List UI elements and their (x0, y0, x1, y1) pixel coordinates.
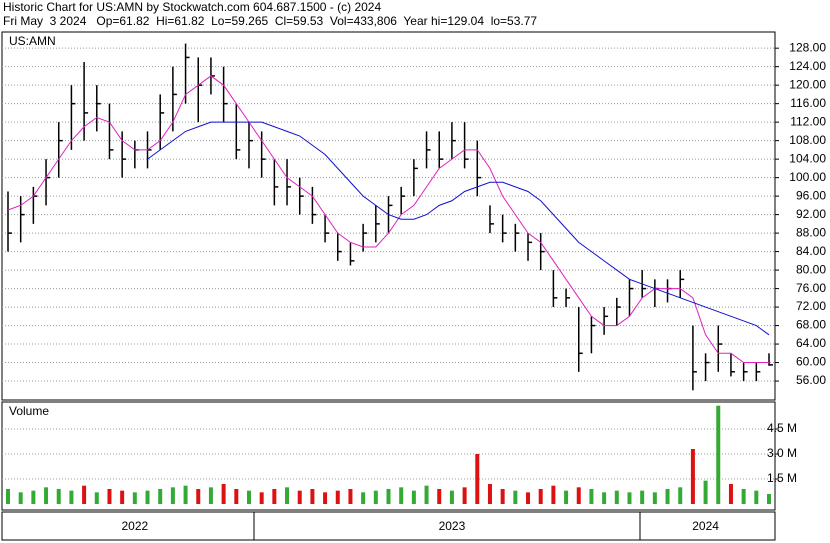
volume-bar (614, 490, 619, 504)
y-tick-label: 60.00 (796, 355, 826, 369)
volume-bar (259, 492, 264, 504)
volume-bar (196, 489, 201, 504)
volume-bar (361, 492, 366, 504)
volume-bar (145, 490, 150, 504)
x-tick-label: 2023 (439, 519, 466, 533)
volume-bar (82, 485, 87, 504)
volume-bar (475, 454, 480, 504)
y-tick-label: 100.00 (789, 170, 826, 184)
volume-bar (348, 489, 353, 504)
volume-bar (323, 492, 328, 504)
volume-bar (627, 492, 632, 504)
volume-bar (526, 492, 531, 504)
volume-bar (716, 405, 721, 504)
volume-bar (335, 490, 340, 504)
volume-bar (285, 487, 290, 504)
y-tick-label: 56.00 (796, 373, 826, 387)
volume-bar (462, 487, 467, 504)
y-tick-label: 84.00 (796, 244, 826, 258)
volume-bar (272, 489, 277, 504)
volume-bar (487, 484, 492, 504)
moving-average (147, 121, 770, 336)
chart-title: Historic Chart for US:AMN by Stockwatch.… (3, 0, 381, 14)
volume-bar (424, 485, 429, 504)
volume-bar (576, 487, 581, 504)
volume-bar (183, 485, 188, 504)
volume-bar (386, 489, 391, 504)
volume-bar (69, 490, 74, 504)
volume-bar (399, 487, 404, 504)
y-tick-label: 104.00 (789, 151, 826, 165)
y2-tick-label: 4.5 M (767, 421, 797, 435)
volume-bar (678, 487, 683, 504)
volume-bar (6, 489, 10, 504)
volume-bar (411, 490, 416, 504)
volume-bar (640, 490, 645, 504)
y-tick-label: 68.00 (796, 318, 826, 332)
y-tick-label: 92.00 (796, 207, 826, 221)
volume-bar (158, 489, 163, 504)
volume-bar (538, 489, 543, 504)
y-tick-label: 120.00 (789, 77, 826, 91)
y-tick-label: 108.00 (789, 133, 826, 147)
y-tick-label: 116.00 (790, 96, 826, 110)
volume-bar (728, 484, 733, 504)
volume-bar (44, 487, 49, 504)
y-tick-label: 112.00 (790, 114, 826, 128)
x-tick-label: 2022 (121, 519, 148, 533)
volume-label: Volume (9, 404, 49, 418)
volume-bar (449, 490, 454, 504)
y2-tick-label: 1.5 M (767, 471, 797, 485)
date-panel (1, 511, 776, 541)
volume-bar (221, 484, 226, 504)
volume-bar (741, 489, 746, 504)
y-tick-label: 124.00 (789, 59, 826, 73)
volume-bar (246, 490, 251, 504)
volume-bar (373, 490, 378, 504)
volume-bar (665, 489, 670, 504)
volume-bar (297, 490, 302, 504)
y-tick-label: 76.00 (796, 281, 826, 295)
volume-bar (690, 449, 695, 504)
y2-tick-label: 3.0 M (767, 446, 797, 460)
volume-bar (94, 492, 99, 504)
volume-bar (602, 492, 607, 504)
volume-bar (56, 489, 61, 504)
volume-bar (500, 489, 505, 504)
volume-bar (31, 490, 36, 504)
volume-bar (234, 489, 239, 504)
symbol-label: US:AMN (9, 34, 56, 48)
y-tick-label: 96.00 (796, 188, 826, 202)
volume-bar (310, 489, 315, 504)
volume-bar (551, 485, 556, 504)
moving-average (7, 75, 769, 364)
y-tick-label: 72.00 (796, 299, 826, 313)
volume-bar (513, 490, 518, 504)
volume-bar (703, 480, 708, 504)
volume-bar (652, 492, 657, 504)
volume-bar (589, 489, 594, 504)
y-tick-label: 64.00 (796, 336, 826, 350)
volume-bar (208, 487, 213, 504)
y-tick-label: 128.00 (789, 40, 826, 54)
volume-bar (767, 494, 771, 504)
y-tick-label: 80.00 (796, 262, 826, 276)
volume-bar (107, 489, 112, 504)
volume-bar (170, 487, 175, 504)
chart-subtitle: Fri May 3 2024 Op=61.82 Hi=61.82 Lo=59.2… (3, 14, 537, 28)
volume-bar (564, 490, 569, 504)
volume-bar (437, 489, 442, 504)
y-tick-label: 88.00 (796, 225, 826, 239)
x-tick-label: 2024 (692, 519, 719, 533)
volume-bar (18, 492, 23, 504)
volume-bar (754, 490, 759, 504)
volume-bar (120, 490, 125, 504)
volume-bar (132, 492, 137, 504)
